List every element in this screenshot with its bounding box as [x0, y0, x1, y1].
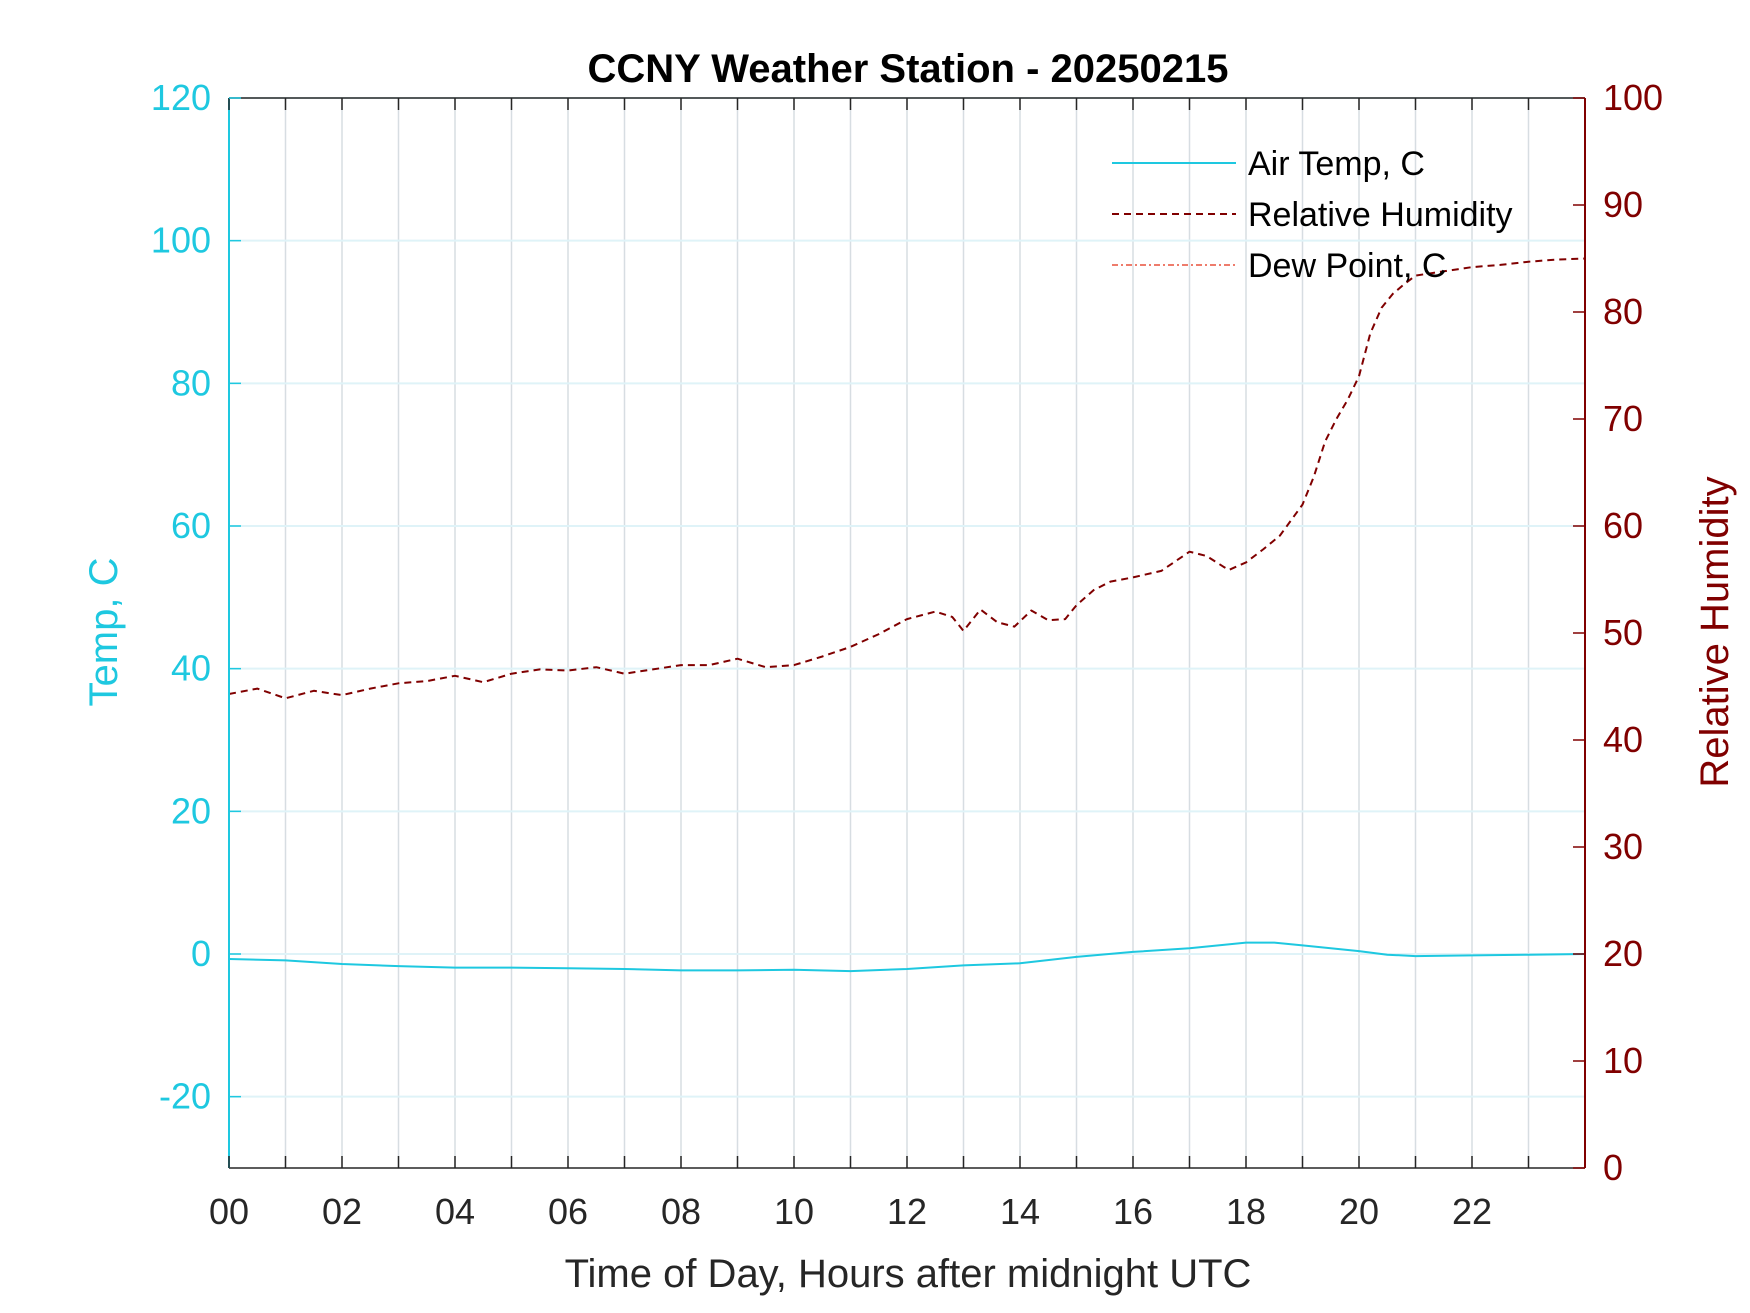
- legend-label-humidity: Relative Humidity: [1248, 196, 1513, 234]
- y-left-tick-label: 20: [171, 790, 211, 831]
- grid-lines: [229, 97, 1585, 1168]
- y-right-tick-label: 10: [1603, 1040, 1643, 1081]
- x-tick-label: 04: [435, 1191, 475, 1232]
- y-left-tick-label: 40: [171, 648, 211, 689]
- x-tick-label: 20: [1339, 1191, 1379, 1232]
- y-right-tick-label: 30: [1603, 826, 1643, 867]
- x-tick-label: 08: [661, 1191, 701, 1232]
- chart-title: CCNY Weather Station - 20250215: [588, 47, 1229, 91]
- y-axis-left-label: Temp, C: [82, 558, 126, 707]
- x-axis-label: Time of Day, Hours after midnight UTC: [565, 1252, 1252, 1296]
- x-tick-label: 06: [548, 1191, 588, 1232]
- y-right-tick-label: 70: [1603, 398, 1643, 439]
- y-left-tick-label: 80: [171, 362, 211, 403]
- x-tick-label: 10: [774, 1191, 814, 1232]
- y-right-tick-label: 0: [1603, 1147, 1623, 1188]
- x-tick-label: 22: [1452, 1191, 1492, 1232]
- axes: [228, 97, 1586, 1169]
- x-tick-label: 12: [887, 1191, 927, 1232]
- y-right-tick-label: 60: [1603, 505, 1643, 546]
- y-right-tick-label: 40: [1603, 719, 1643, 760]
- y-axis-right-label: Relative Humidity: [1693, 476, 1737, 787]
- series-line-humidity: [228, 257, 1586, 700]
- y-left-tick-label: 60: [171, 505, 211, 546]
- y-right-tick-label: 80: [1603, 291, 1643, 332]
- series-lines: [228, 257, 1586, 973]
- y-right-tick-label: 100: [1603, 77, 1663, 118]
- tick-labels: 00 02 04 06 08 10 12 14 16 18 20 22-200204060801001…: [151, 77, 1663, 1232]
- x-tick-label: 18: [1226, 1191, 1266, 1232]
- y-right-tick-label: 50: [1603, 612, 1643, 653]
- y-right-tick-label: 20: [1603, 933, 1643, 974]
- legend: Air Temp, C Relative Humidity Dew Point, C: [1112, 145, 1513, 285]
- legend-label-dew-point: Dew Point, C: [1248, 247, 1446, 285]
- y-left-tick-label: -20: [159, 1076, 211, 1117]
- x-tick-label: 14: [1000, 1191, 1040, 1232]
- x-tick-label: 02: [322, 1191, 362, 1232]
- y-left-tick-label: 0: [191, 933, 211, 974]
- y-left-tick-label: 120: [151, 77, 211, 118]
- x-tick-label: 00: [209, 1191, 249, 1232]
- y-left-tick-label: 100: [151, 220, 211, 261]
- legend-label-air-temp: Air Temp, C: [1248, 145, 1425, 183]
- y-right-tick-label: 90: [1603, 184, 1643, 225]
- x-tick-label: 16: [1113, 1191, 1153, 1232]
- series-line-air-temp: [228, 941, 1586, 973]
